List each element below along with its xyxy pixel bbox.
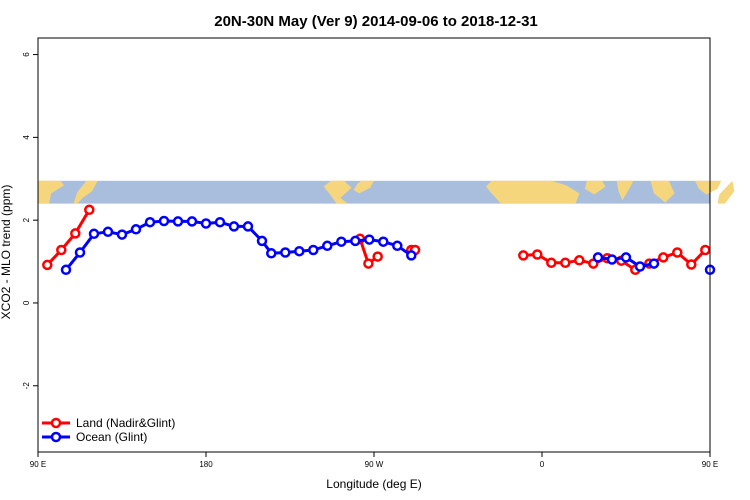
x-tick-label: 0 (540, 460, 545, 469)
data-point (648, 258, 660, 269)
data-point (686, 259, 697, 270)
data-point (308, 244, 319, 256)
data-point (322, 240, 333, 252)
series-line (46, 209, 91, 266)
map-strip-ocean (38, 180, 710, 204)
y-tick-label: 2 (22, 217, 31, 222)
data-point (102, 226, 114, 238)
y-axis: -2 0 2 4 6 (22, 52, 38, 390)
map-strip (38, 180, 735, 204)
x-tick-label: 180 (199, 460, 213, 469)
land-shape (584, 180, 606, 195)
data-point (560, 257, 571, 269)
data-point (186, 216, 198, 227)
data-point (42, 259, 53, 271)
data-point (84, 204, 95, 216)
land-shape (38, 180, 65, 204)
legend-label: Land (Nadir&Glint) (76, 416, 175, 430)
data-point (336, 236, 347, 247)
legend-marker (50, 417, 62, 429)
data-point (592, 252, 604, 263)
data-point (518, 250, 529, 261)
legend: Land (Nadir&Glint)Ocean (Glint) (42, 416, 175, 444)
x-tick-label: 90 W (365, 460, 384, 469)
data-point (350, 235, 361, 247)
data-point (144, 216, 156, 228)
data-point (158, 215, 170, 227)
y-tick-label: 4 (22, 135, 31, 140)
data-point (74, 247, 86, 258)
y-axis-label: XCO2 - MLO trend (ppm) (0, 185, 13, 320)
land-shape (323, 180, 352, 204)
y-tick-label: 0 (22, 300, 31, 305)
data-point (546, 257, 557, 269)
data-point (606, 254, 618, 265)
data-point (620, 252, 632, 263)
map-strip-land (38, 180, 735, 204)
data-point (200, 218, 212, 229)
x-axis-label: Longitude (deg E) (326, 477, 421, 491)
data-point (406, 250, 417, 261)
data-point (672, 247, 683, 258)
data-point (60, 264, 72, 276)
series-layer (42, 204, 716, 276)
data-point (214, 216, 226, 228)
land-shape (73, 180, 98, 204)
y-tick-label: -2 (22, 382, 31, 390)
x-tick-label: 90 E (30, 460, 46, 469)
legend-marker (50, 431, 62, 443)
data-point (294, 245, 305, 257)
data-point (256, 235, 268, 247)
data-point (172, 216, 184, 227)
data-point (116, 229, 128, 240)
y-tick-label: 6 (22, 52, 31, 57)
data-point (130, 224, 142, 235)
data-point (266, 248, 277, 259)
land-shape (695, 180, 722, 195)
land-shape (650, 180, 675, 203)
data-point (242, 221, 254, 232)
data-point (70, 228, 81, 239)
data-point (280, 247, 291, 258)
data-point (634, 261, 646, 272)
land-shape (353, 180, 374, 194)
x-tick-label: 90 E (702, 460, 718, 469)
data-point (658, 252, 669, 263)
data-point (574, 255, 585, 266)
data-point (56, 244, 67, 256)
data-point (363, 258, 374, 269)
plot-frame (37, 37, 711, 453)
land-shape (486, 180, 580, 204)
data-point (532, 249, 543, 260)
series-ocean (60, 215, 716, 276)
data-point (228, 221, 240, 232)
x-axis: 90 E 180 90 W 0 90 E (30, 452, 718, 469)
chart-title: 20N-30N May (Ver 9) 2014-09-06 to 2018-1… (214, 13, 538, 30)
land-shape (616, 180, 634, 201)
data-point (372, 251, 383, 262)
land-shape (717, 180, 735, 204)
legend-label: Ocean (Glint) (76, 430, 147, 444)
data-point (392, 240, 403, 252)
data-point (364, 234, 375, 245)
data-point (378, 236, 389, 247)
data-point (88, 228, 100, 240)
data-point (700, 244, 711, 256)
